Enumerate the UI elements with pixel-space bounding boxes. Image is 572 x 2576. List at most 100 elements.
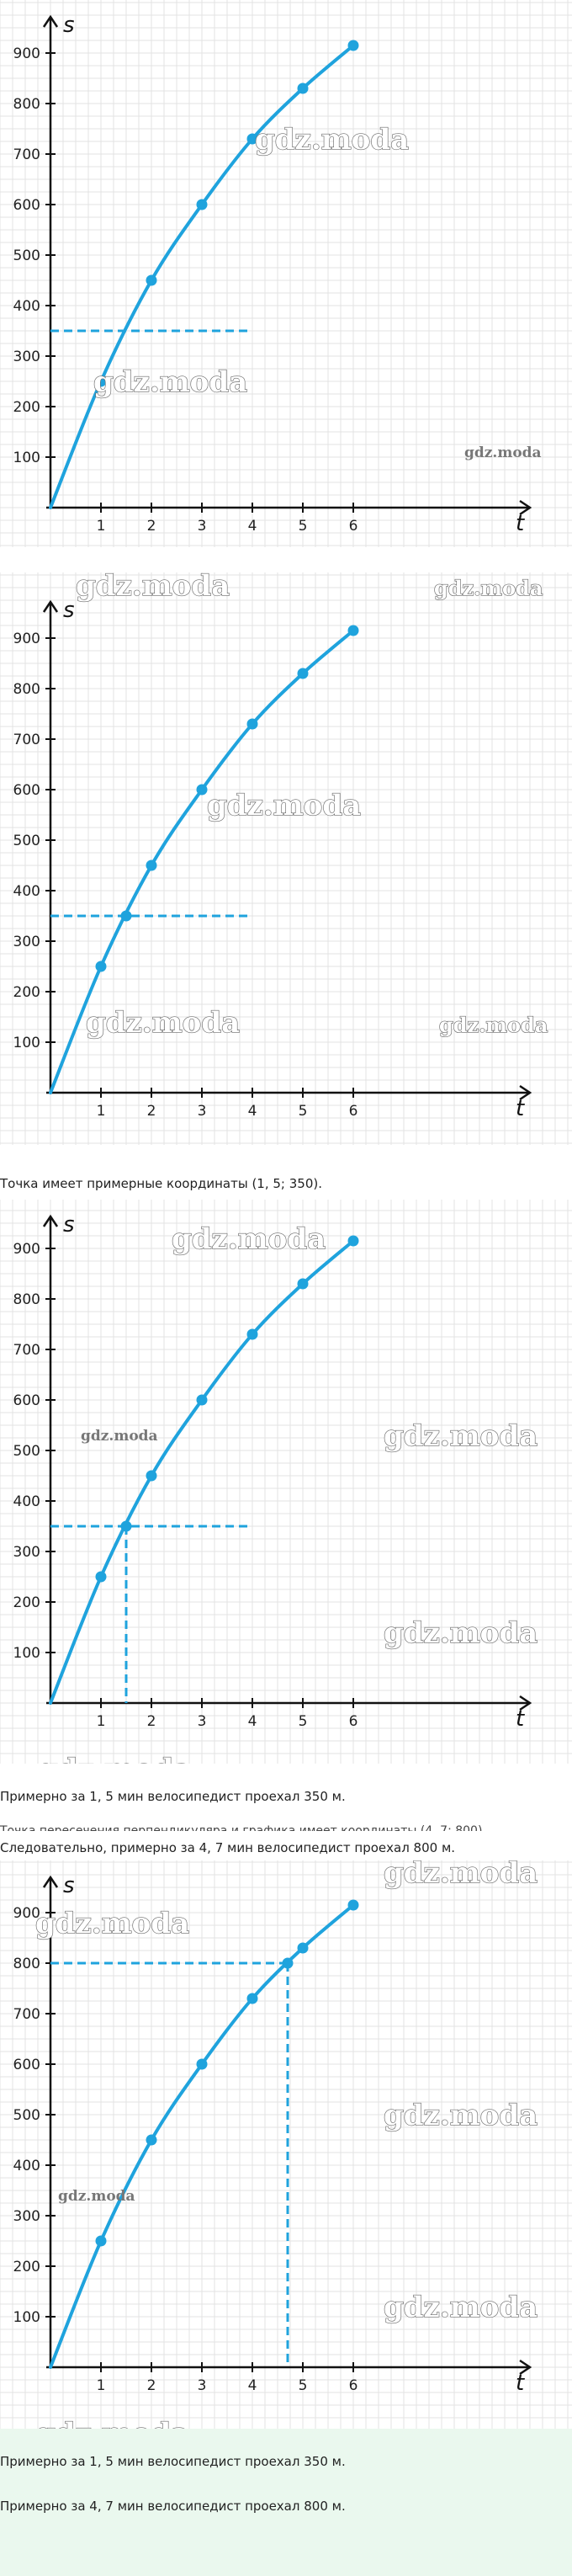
watermark: gdz.moda — [207, 789, 361, 822]
data-point — [246, 1993, 258, 2004]
y-axis-label: s — [63, 13, 75, 38]
x-tick-label: 5 — [299, 2377, 308, 2394]
marked-point — [120, 1520, 132, 1532]
y-tick-label: 100 — [13, 450, 40, 466]
chart-panel-1: s t 100 200 300 400 500 600 700 800 900 1 2 3 4 5 6 gdz.m… — [0, 0, 572, 547]
data-point — [95, 961, 107, 972]
data-point — [297, 82, 309, 94]
y-tick-label: 200 — [13, 984, 40, 1001]
answer-band: Примерно за 1, 5 мин велосипедист проеха… — [0, 2429, 572, 2576]
x-tick-label: 3 — [198, 1713, 207, 1730]
data-point — [347, 40, 359, 51]
distance-time-chart-4: s t 100 200 300 400 500 600 700 800 900 1 2 3 4 5 6 gdz.m… — [0, 1860, 572, 2429]
watermark: gdz.moda — [384, 1616, 538, 1650]
caption-conclusion-800: Следовательно, примерно за 4, 7 мин вело… — [0, 1840, 456, 1855]
x-tick-label: 6 — [349, 1713, 358, 1730]
answer-line-350: Примерно за 1, 5 мин велосипедист проеха… — [0, 2454, 346, 2469]
watermark: gdz.moda — [384, 2291, 538, 2324]
marked-point — [282, 1957, 294, 1969]
data-point — [246, 133, 258, 145]
y-tick-label: 800 — [13, 96, 40, 113]
x-tick-label: 2 — [147, 1103, 156, 1120]
watermark: gdz.moda — [81, 1428, 158, 1445]
y-axis-arrow — [42, 1214, 59, 1227]
y-tick-label: 800 — [13, 681, 40, 698]
data-point — [95, 1571, 107, 1583]
y-tick-label: 700 — [13, 1342, 40, 1359]
y-tick-label: 500 — [13, 2107, 40, 2124]
x-tick-label: 6 — [349, 2377, 358, 2394]
y-tick-label: 100 — [13, 1035, 40, 1051]
chart-panel-3: s t 100 200 300 400 500 600 700 800 900 1 2 3 4 5 6 gdz.m… — [0, 1200, 572, 1764]
watermark: gdz.moda — [384, 2099, 538, 2132]
data-point — [196, 2058, 208, 2070]
watermark: gdz.moda — [86, 1006, 240, 1040]
y-tick-label: 300 — [13, 2208, 40, 2225]
data-point — [347, 1235, 359, 1247]
series-line — [49, 1239, 355, 1705]
watermark: gdz.moda — [384, 1419, 538, 1453]
y-axis-arrow — [42, 599, 59, 613]
x-tick-label: 6 — [349, 1103, 358, 1120]
y-axis-label: s — [63, 598, 75, 623]
grid — [0, 1860, 572, 2429]
y-tick-label: 700 — [13, 146, 40, 163]
distance-time-chart-1: s t 100 200 300 400 500 600 700 800 900 1 2 3 4 5 6 gdz.m… — [0, 0, 572, 547]
x-tick-label: 3 — [198, 1103, 207, 1120]
y-tick-label: 900 — [13, 631, 40, 647]
data-point — [196, 1394, 208, 1406]
caption-answer-350: Примерно за 1, 5 мин велосипедист проеха… — [0, 1789, 346, 1804]
watermark: gdz.moda — [35, 2417, 189, 2429]
watermark: gdz.moda — [58, 2188, 135, 2205]
y-tick-label: 100 — [13, 1645, 40, 1662]
data-point — [146, 860, 157, 871]
data-point — [347, 1899, 359, 1911]
data-point — [297, 668, 309, 679]
x-tick-label: 1 — [97, 1713, 106, 1730]
data-point — [196, 784, 208, 796]
data-point — [297, 1942, 309, 1954]
watermark: gdz.moda — [434, 576, 543, 600]
y-tick-label: 600 — [13, 1392, 40, 1409]
y-axis-label: s — [63, 1212, 75, 1237]
grid — [0, 572, 572, 1145]
y-tick-label: 500 — [13, 247, 40, 264]
data-point — [297, 1278, 309, 1290]
watermark: gdz.moda — [35, 1907, 189, 1940]
watermark: gdz.moda — [464, 444, 542, 461]
y-tick-label: 500 — [13, 833, 40, 849]
x-axis-arrow — [519, 2359, 532, 2376]
y-tick-label: 900 — [13, 1905, 40, 1922]
x-tick-label: 3 — [198, 518, 207, 535]
y-tick-label: 500 — [13, 1443, 40, 1460]
y-tick-label: 600 — [13, 782, 40, 799]
x-axis-label: t — [516, 2371, 525, 2396]
data-point — [95, 375, 107, 387]
watermark: gdz.moda — [384, 1860, 538, 1890]
y-tick-label: 900 — [13, 45, 40, 62]
watermark: gdz.moda — [76, 572, 230, 603]
x-tick-label: 1 — [97, 2377, 106, 2394]
data-point — [146, 274, 157, 286]
x-axis-label: t — [516, 1096, 525, 1121]
caption-intersection-coordinates: Точка пересечения перпендикуляра и графи… — [0, 1824, 486, 1831]
y-tick-label: 400 — [13, 1493, 40, 1510]
x-axis-arrow — [519, 1695, 532, 1711]
x-tick-label: 6 — [349, 518, 358, 535]
x-tick-label: 4 — [248, 1713, 257, 1730]
watermark: gdz.moda — [439, 1013, 548, 1037]
watermark: gdz.moda — [93, 365, 247, 399]
data-point — [196, 199, 208, 210]
x-tick-label: 5 — [299, 1713, 308, 1730]
data-point — [146, 1470, 157, 1482]
distance-time-chart-2: s t 100 200 300 400 500 600 700 800 900 1 2 3 4 5 6 gdz.m… — [0, 572, 572, 1145]
x-tick-label: 5 — [299, 518, 308, 535]
watermark: gdz.moda — [172, 1222, 326, 1256]
y-tick-label: 900 — [13, 1241, 40, 1258]
series-line — [49, 629, 355, 1094]
y-tick-label: 300 — [13, 934, 40, 950]
distance-time-chart-3: s t 100 200 300 400 500 600 700 800 900 1 2 3 4 5 6 gdz.m… — [0, 1200, 572, 1764]
series-line — [49, 1903, 355, 2369]
x-tick-label: 2 — [147, 1713, 156, 1730]
x-tick-label: 4 — [248, 2377, 257, 2394]
